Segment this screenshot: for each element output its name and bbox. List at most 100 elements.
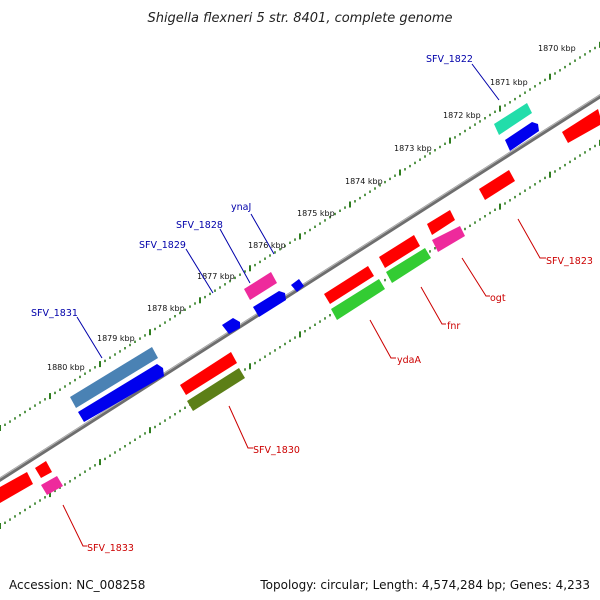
inner-track-tick [534,183,536,186]
outer-track-tick [484,117,486,120]
gene-feature-blue-b[interactable] [78,364,164,422]
outer-track-tick [554,72,556,75]
outer-track-tick [269,254,271,257]
outer-track-tick [464,129,466,133]
inner-track-tick [464,227,466,231]
inner-track-tick [54,489,56,493]
inner-track-tick [159,422,161,425]
gene-feature-sfv-1823[interactable] [479,170,515,200]
gene-label-ynaj[interactable]: ynaJ [231,202,251,213]
outer-track-tick [9,420,11,423]
inner-track-tick [324,317,326,320]
inner-track-tick [539,179,541,183]
inner-track-tick [329,314,331,317]
gene-feature-ynaj[interactable] [291,279,304,292]
inner-tick-track [0,139,600,529]
outer-track-tick [574,59,576,62]
gene-feature-red-a[interactable] [562,109,600,143]
gene-feature-sfv-1833[interactable] [41,476,63,495]
inner-track-tick [164,419,166,422]
gene-label-ydaa[interactable]: ydaA [397,355,421,366]
outer-track-tick [359,196,361,200]
outer-track-tick [29,407,31,410]
outer-track-tick [424,155,426,158]
gene-feature-fnr[interactable] [386,248,431,283]
outer-track-tick [329,216,331,219]
outer-track-tick [14,417,16,420]
inner-track-tick [274,349,276,352]
gene-feature-sfv-1830[interactable] [187,368,245,411]
inner-track-tick [154,425,156,429]
outer-track-tick [239,273,241,276]
outer-track-tick [54,391,56,395]
gene-label-sfv-1830[interactable]: SFV_1830 [253,445,300,456]
outer-track-tick [114,353,116,356]
gene-feature-red-b[interactable] [427,210,455,235]
outer-track-tick [74,378,76,382]
kbp-label-1877: 1877 kbp [197,272,235,281]
gene-label-fnr[interactable]: fnr [447,321,460,332]
outer-track-tick [219,286,221,289]
gene-feature-red-g[interactable] [35,461,52,478]
outer-track-tick [304,232,306,235]
gene-feature-sfv-1829[interactable] [222,318,240,334]
inner-track-tick [494,208,496,211]
inner-track-tick [119,448,121,451]
outer-track-tick [419,158,421,161]
gene-feature-red-c[interactable] [379,235,420,268]
gene-feature-red-d[interactable] [324,266,374,304]
outer-track-tick [39,401,41,404]
gene-label-sfv-1831[interactable]: SFV_1831 [31,308,78,319]
inner-track-tick [64,483,66,486]
outer-track-tick [234,276,236,280]
outer-track-tick [369,190,371,193]
inner-track-tick [319,320,321,323]
outer-track-tick [214,289,216,292]
inner-track-tick [169,416,171,419]
outer-track-tick [499,105,501,112]
gene-feature-ogt[interactable] [432,226,465,252]
inner-track-tick [474,221,476,224]
outer-track-tick [444,142,446,145]
gene-feature-sfv-1822[interactable] [494,103,532,135]
inner-track-tick [479,218,481,221]
outer-track-tick [224,283,226,286]
inner-track-tick [259,358,261,362]
kbp-label-1878: 1878 kbp [147,304,185,313]
kbp-label-1871: 1871 kbp [490,78,528,87]
gene-feature-pink-a[interactable] [244,272,277,300]
inner-track-tick [134,438,136,441]
gene-feature-red-f[interactable] [0,472,33,503]
gene-feature-sfv-1831[interactable] [70,347,158,408]
leader-ynaj [250,213,275,255]
gene-label-sfv-1828[interactable]: SFV_1828 [176,220,223,231]
outer-track-tick [309,228,311,232]
inner-track-tick [499,203,501,210]
gene-label-ogt[interactable]: ogt [490,293,506,304]
leader-sfv-1830 [228,405,253,449]
inner-track-tick [299,331,301,338]
inner-track-tick [574,157,576,160]
outer-track-tick [164,321,166,324]
gene-label-sfv-1822[interactable]: SFV_1822 [426,54,473,65]
gene-label-sfv-1833[interactable]: SFV_1833 [87,543,134,554]
outer-track-tick [159,324,161,327]
gene-feature-ydaa[interactable] [331,279,385,320]
outer-track-tick [584,53,586,56]
outer-track-tick [529,88,531,91]
inner-track-tick [524,189,526,192]
outer-track-tick [244,270,246,273]
gene-label-sfv-1829[interactable]: SFV_1829 [139,240,186,251]
gene-label-sfv-1823[interactable]: SFV_1823 [546,256,593,267]
outer-track-tick [139,337,141,340]
gene-feature-sfv-1828[interactable] [253,291,286,317]
inner-track-tick [179,409,181,413]
gene-feature-blue-a[interactable] [505,122,539,151]
outer-track-tick [534,85,536,88]
inner-track-tick [24,508,26,512]
kbp-label-1874: 1874 kbp [345,177,383,186]
inner-track-tick [149,427,151,434]
inner-track-tick [434,247,436,250]
outer-track-tick [119,350,121,353]
gene-feature-red-e[interactable] [180,352,237,395]
